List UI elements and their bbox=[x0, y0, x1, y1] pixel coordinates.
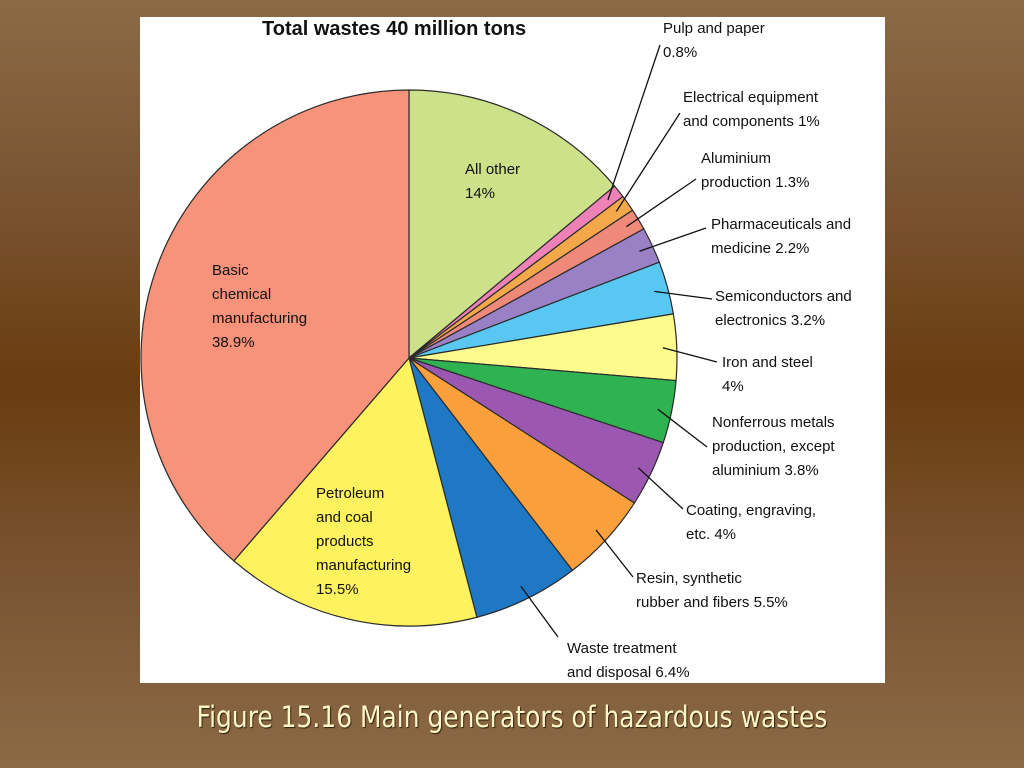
slice-labels: All other 14% Pulp and paper 0.8% Electrical… bbox=[212, 20, 852, 681]
chart-panel: Total wastes 40 million tons All other 14… bbox=[140, 17, 885, 683]
leader-semiconductors bbox=[654, 290, 713, 300]
label-semiconductors: Semiconductors and electronics 3.2% bbox=[715, 288, 852, 329]
leader-nonferrous bbox=[657, 408, 708, 448]
leader-iron-steel bbox=[662, 347, 718, 363]
label-all-other: All other 14% bbox=[465, 161, 520, 202]
leader-pulp-paper bbox=[607, 44, 661, 201]
pie-slices bbox=[140, 89, 678, 627]
leader-aluminium bbox=[626, 178, 697, 228]
label-aluminium: Aluminium production 1.3% bbox=[701, 150, 809, 191]
label-iron-steel: Iron and steel 4% bbox=[722, 354, 813, 395]
leader-coating bbox=[637, 467, 684, 510]
chart-title: Total wastes 40 million tons bbox=[262, 18, 526, 40]
leader-resin bbox=[595, 529, 634, 578]
label-petroleum: Petroleum and coal products manufacturing 15… bbox=[316, 485, 411, 598]
figure-caption: Figure 15.16 Main generators of hazardou… bbox=[196, 700, 828, 734]
label-basic-chemical: Basic chemical manufacturing 38.9% bbox=[212, 262, 307, 351]
label-electrical: Electrical equipment and components 1% bbox=[683, 89, 820, 130]
leader-electrical bbox=[615, 112, 681, 212]
leader-waste-treatment bbox=[520, 585, 559, 638]
label-pharma: Pharmaceuticals and medicine 2.2% bbox=[711, 216, 851, 257]
label-resin: Resin, synthetic rubber and fibers 5.5% bbox=[636, 570, 788, 611]
label-waste-treatment: Waste treatment and disposal 6.4% bbox=[567, 640, 690, 681]
leader-lines bbox=[520, 44, 718, 638]
label-nonferrous: Nonferrous metals production, except alumi… bbox=[712, 414, 835, 479]
label-coating: Coating, engraving, etc. 4% bbox=[686, 502, 816, 543]
pie-chart: Total wastes 40 million tons All other 14… bbox=[140, 18, 852, 681]
slice-all-other bbox=[408, 89, 616, 359]
label-pulp-paper: Pulp and paper 0.8% bbox=[663, 20, 765, 61]
slice-basic-chemical bbox=[140, 89, 410, 562]
slice-petroleum bbox=[233, 357, 478, 627]
leader-pharma bbox=[639, 227, 707, 252]
